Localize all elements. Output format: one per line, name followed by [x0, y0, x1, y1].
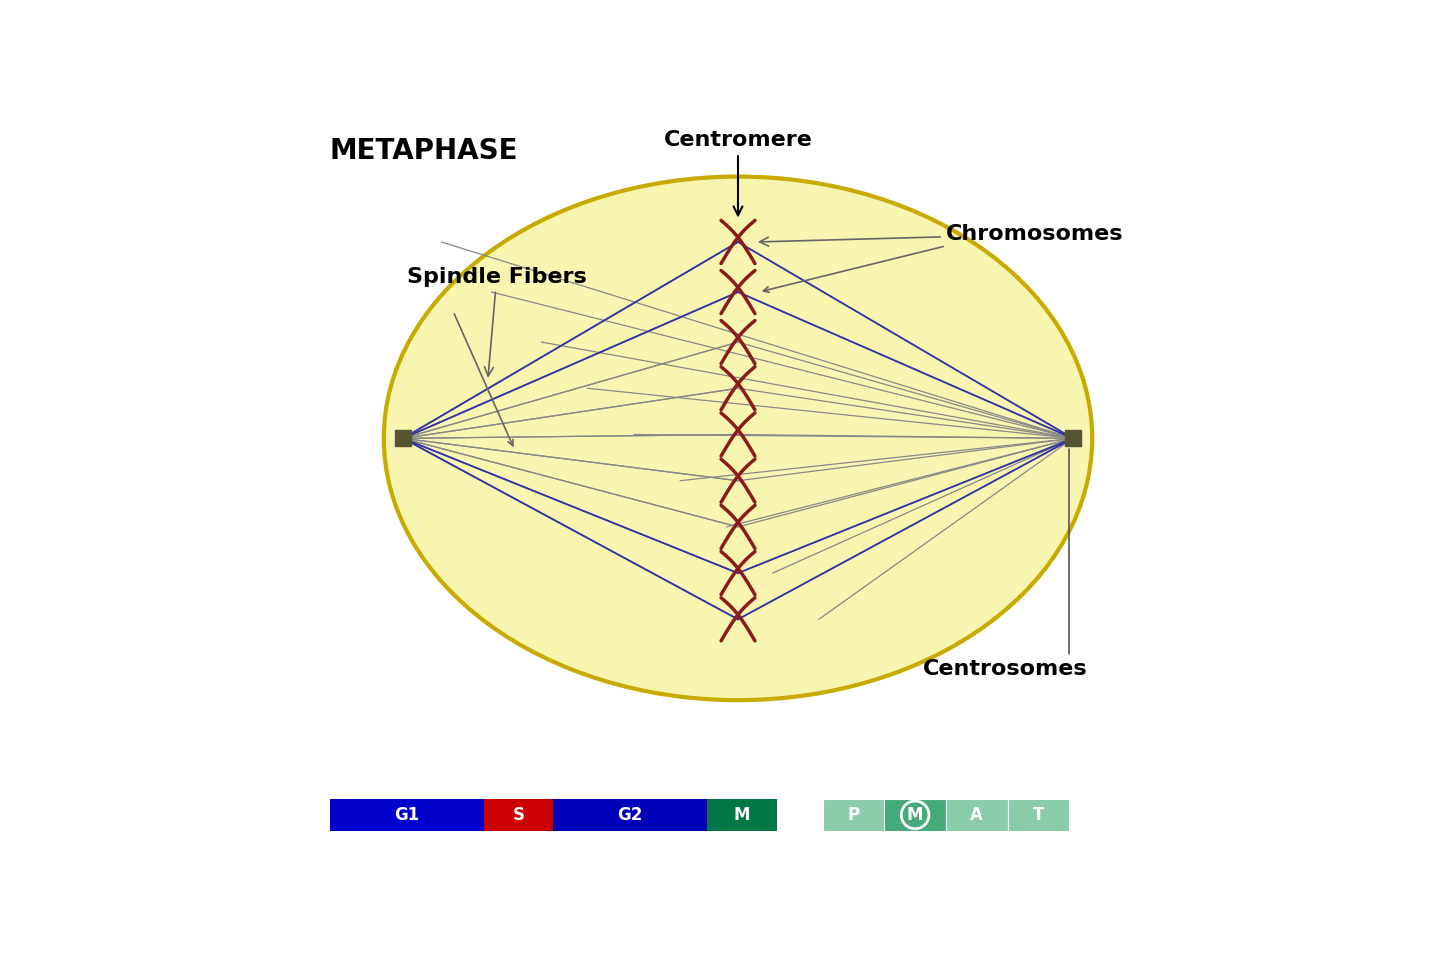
Bar — [484, 799, 553, 831]
Text: G1: G1 — [395, 806, 419, 824]
Text: P: P — [847, 806, 860, 824]
Bar — [330, 799, 484, 831]
Text: G2: G2 — [618, 806, 642, 824]
Bar — [822, 799, 884, 831]
Text: S: S — [513, 806, 524, 824]
Bar — [707, 799, 776, 831]
Bar — [946, 799, 1008, 831]
Text: T: T — [1032, 806, 1044, 824]
Text: Centromere: Centromere — [664, 130, 812, 216]
Text: METAPHASE: METAPHASE — [330, 137, 518, 165]
Bar — [1008, 799, 1068, 831]
Ellipse shape — [384, 176, 1092, 700]
Point — [1061, 431, 1084, 446]
Text: Centrosomes: Centrosomes — [923, 449, 1087, 679]
Text: M: M — [733, 806, 750, 824]
Text: M: M — [907, 806, 923, 824]
Bar — [884, 799, 946, 831]
Text: Chromosomes: Chromosomes — [759, 224, 1123, 246]
Bar — [553, 799, 707, 831]
Text: Spindle Fibers: Spindle Fibers — [408, 266, 586, 376]
Point — [392, 431, 415, 446]
Text: A: A — [971, 806, 984, 824]
